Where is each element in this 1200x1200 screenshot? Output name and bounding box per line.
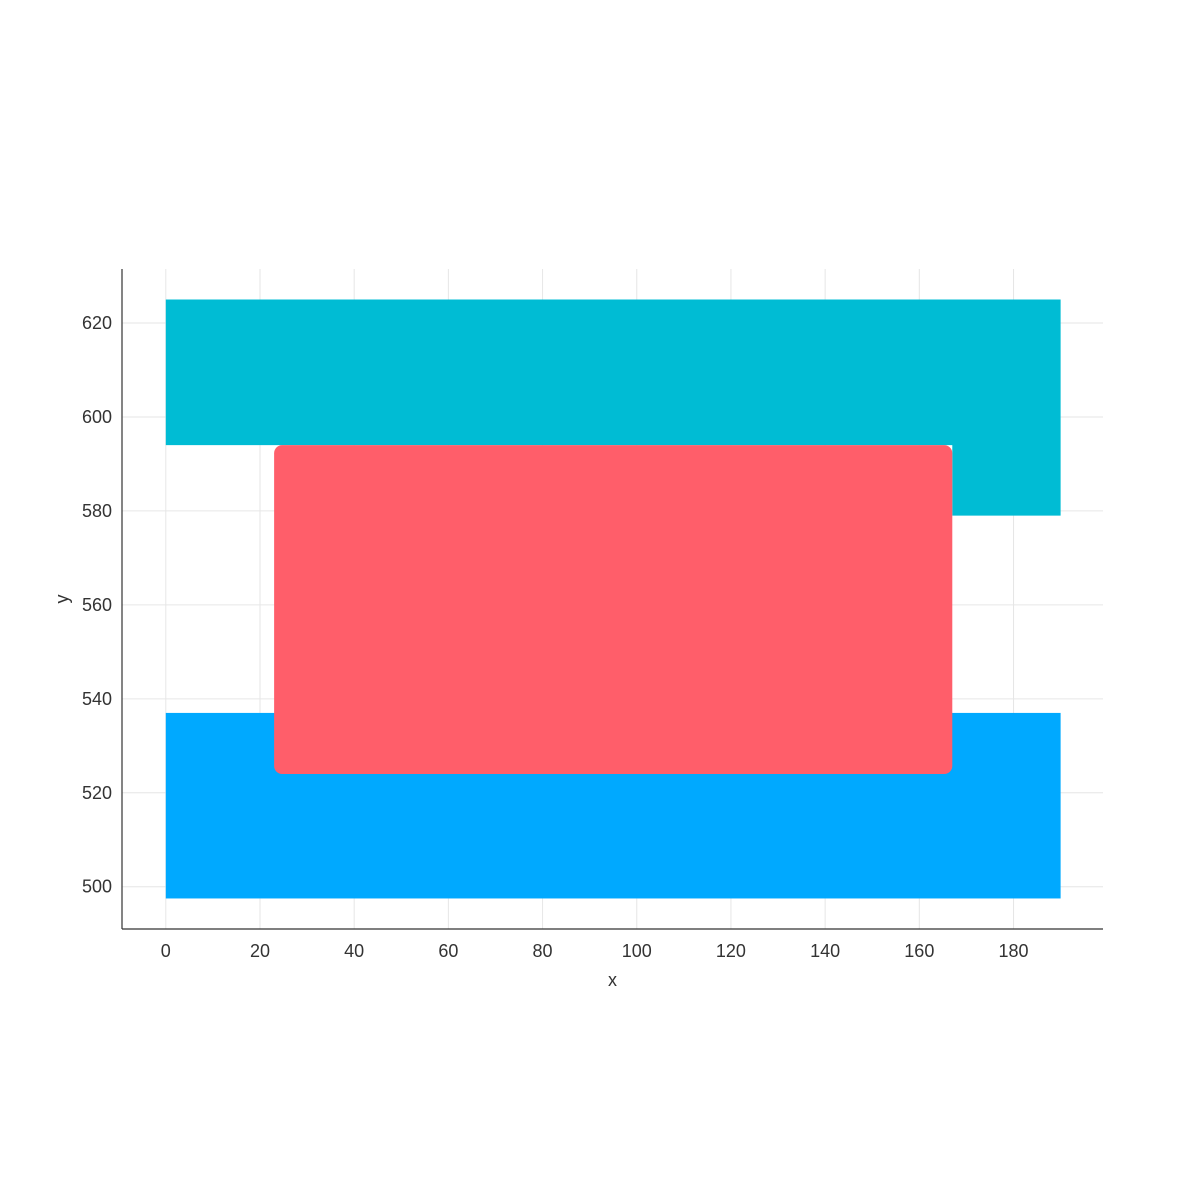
x-tick-label: 100: [622, 941, 652, 961]
y-tick-label: 620: [82, 313, 112, 333]
x-tick-label: 160: [904, 941, 934, 961]
y-tick-label: 500: [82, 877, 112, 897]
tick-labels: 0 20 40 60 80 100 120 140 160 180 500 520 540 560 580 6…: [82, 313, 1029, 961]
x-tick-label: 40: [344, 941, 364, 961]
x-tick-label: 60: [438, 941, 458, 961]
data-shapes: [165, 299, 1061, 899]
shape-1: [165, 299, 1061, 516]
y-tick-label: 540: [82, 689, 112, 709]
x-tick-label: 80: [533, 941, 553, 961]
y-tick-label: 580: [82, 501, 112, 521]
x-tick-label: 140: [810, 941, 840, 961]
x-tick-label: 120: [716, 941, 746, 961]
x-tick-label: 180: [998, 941, 1028, 961]
y-tick-label: 600: [82, 407, 112, 427]
x-tick-label: 0: [161, 941, 171, 961]
y-tick-label: 520: [82, 783, 112, 803]
shape-3: [274, 445, 953, 774]
x-axis-label: x: [608, 970, 617, 990]
y-axis-label: y: [52, 595, 72, 604]
y-tick-label: 560: [82, 595, 112, 615]
axes: [121, 269, 1103, 930]
x-tick-label: 20: [250, 941, 270, 961]
